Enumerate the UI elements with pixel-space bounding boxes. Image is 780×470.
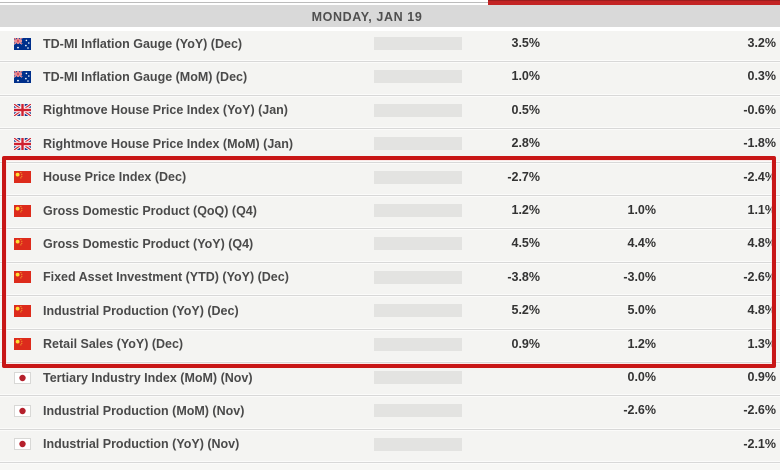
event-name: Retail Sales (YoY) (Dec) <box>43 337 184 352</box>
clipped-next-row <box>0 461 780 470</box>
event-row[interactable]: Gross Domestic Product (YoY) (Q4) 4.5% 4… <box>0 227 780 261</box>
flag-australia-icon <box>13 37 31 50</box>
previous-value: -1.8% <box>743 136 776 151</box>
flag-china-icon <box>14 271 31 284</box>
event-name: Gross Domestic Product (YoY) (Q4) <box>43 237 254 252</box>
actual-value: -3.8% <box>507 269 540 284</box>
event-name: Industrial Production (MoM) (Nov) <box>43 403 245 418</box>
event-name: TD-MI Inflation Gauge (YoY) (Dec) <box>43 36 243 51</box>
flag-uk-icon <box>13 103 32 118</box>
event-row[interactable]: Industrial Production (YoY) (Dec) 5.2% 5… <box>0 294 780 328</box>
impact-bar <box>374 437 462 451</box>
actual-value: 1.2% <box>511 202 541 217</box>
previous-value: -2.6% <box>743 269 776 284</box>
impact-bar <box>374 270 462 284</box>
impact-bar <box>374 337 462 351</box>
event-row[interactable]: TD-MI Inflation Gauge (YoY) (Dec) 3.5% 3… <box>0 27 780 61</box>
event-name: Rightmove House Price Index (YoY) (Jan) <box>43 103 288 118</box>
actual-value <box>430 394 540 427</box>
forecast-value <box>546 94 656 127</box>
forecast-value <box>546 428 656 461</box>
event-row[interactable]: Retail Sales (YoY) (Dec) 0.9% 1.2% 1.3% <box>0 327 780 361</box>
top-red-strip <box>488 0 780 5</box>
previous-value: 4.8% <box>747 303 777 318</box>
impact-bar <box>374 170 462 184</box>
forecast-value: -2.6% <box>623 403 656 418</box>
event-row[interactable]: Industrial Production (YoY) (Nov) -2.1% <box>0 427 780 462</box>
flag-china-icon <box>14 204 31 217</box>
event-row[interactable]: Fixed Asset Investment (YTD) (YoY) (Dec)… <box>0 260 780 295</box>
event-row[interactable]: Industrial Production (MoM) (Nov) -2.6% … <box>0 394 780 428</box>
flag-japan-icon <box>14 438 31 451</box>
event-name: Tertiary Industry Index (MoM) (Nov) <box>43 370 253 385</box>
impact-bar <box>374 370 462 384</box>
previous-value: 0.9% <box>747 369 777 384</box>
impact-bar <box>374 37 462 50</box>
impact-bar <box>374 70 462 84</box>
forecast-value: -3.0% <box>623 269 656 284</box>
actual-value: 0.9% <box>511 336 541 351</box>
event-rows: TD-MI Inflation Gauge (YoY) (Dec) 3.5% 3… <box>0 27 780 470</box>
flag-japan-icon <box>14 371 31 384</box>
flag-china-icon <box>14 171 31 184</box>
previous-value: 0.3% <box>747 69 777 84</box>
previous-value: 3.2% <box>747 36 777 50</box>
forecast-value <box>546 127 656 160</box>
top-divider-line <box>0 2 488 3</box>
actual-value: 4.5% <box>511 236 541 251</box>
event-name: Rightmove House Price Index (MoM) (Jan) <box>43 136 294 151</box>
previous-value: 4.8% <box>747 236 777 251</box>
event-row[interactable]: TD-MI Inflation Gauge (MoM) (Dec) 1.0% 0… <box>0 60 780 94</box>
event-name: House Price Index (Dec) <box>43 170 187 185</box>
previous-value: -2.1% <box>743 436 776 451</box>
previous-value: -0.6% <box>743 102 776 117</box>
forecast-value: 1.2% <box>627 336 657 351</box>
event-row[interactable]: Gross Domestic Product (QoQ) (Q4) 1.2% 1… <box>0 193 780 228</box>
actual-value: 5.2% <box>511 303 541 318</box>
impact-bar <box>374 304 462 318</box>
flag-china-icon <box>14 304 31 317</box>
impact-bar <box>374 137 462 151</box>
flag-china-icon <box>14 238 31 251</box>
date-header-label: MONDAY, JAN 19 <box>311 9 423 24</box>
actual-value: -2.7% <box>507 169 540 184</box>
previous-value: 1.3% <box>747 336 777 351</box>
previous-value: 1.1% <box>747 202 777 217</box>
impact-bar <box>374 404 462 418</box>
forecast-value <box>546 27 656 60</box>
actual-value: 0.5% <box>511 102 541 117</box>
flag-japan-icon <box>14 404 31 417</box>
event-row[interactable]: Rightmove House Price Index (MoM) (Jan) … <box>0 127 780 161</box>
flag-australia-icon <box>13 70 31 84</box>
actual-value <box>430 428 540 461</box>
flag-china-icon <box>14 338 31 351</box>
impact-bar <box>374 237 462 251</box>
flag-uk-icon <box>13 136 32 152</box>
date-header: MONDAY, JAN 19 <box>0 5 780 28</box>
event-name: Fixed Asset Investment (YTD) (YoY) (Dec) <box>43 270 289 285</box>
forecast-value <box>546 161 656 194</box>
event-name: TD-MI Inflation Gauge (MoM) (Dec) <box>43 70 248 85</box>
forecast-value: 1.0% <box>627 202 657 217</box>
event-name: Industrial Production (YoY) (Nov) <box>43 437 240 452</box>
event-name: Industrial Production (YoY) (Dec) <box>43 303 239 318</box>
forecast-value <box>546 60 656 93</box>
impact-bar <box>374 103 462 117</box>
actual-value: 3.5% <box>511 36 541 50</box>
actual-value: 2.8% <box>511 136 541 151</box>
previous-value: -2.6% <box>743 403 776 418</box>
previous-value: -2.4% <box>743 169 776 184</box>
forecast-value: 0.0% <box>627 369 657 384</box>
forecast-value: 5.0% <box>627 303 657 318</box>
event-row[interactable]: House Price Index (Dec) -2.7% -2.4% <box>0 160 780 194</box>
actual-value: 1.0% <box>511 69 541 84</box>
event-row[interactable]: Rightmove House Price Index (YoY) (Jan) … <box>0 93 780 128</box>
impact-bar <box>374 203 462 217</box>
event-row[interactable]: Tertiary Industry Index (MoM) (Nov) 0.0%… <box>0 360 780 395</box>
forecast-value: 4.4% <box>627 236 657 251</box>
actual-value <box>430 361 540 394</box>
event-name: Gross Domestic Product (QoQ) (Q4) <box>43 203 257 218</box>
